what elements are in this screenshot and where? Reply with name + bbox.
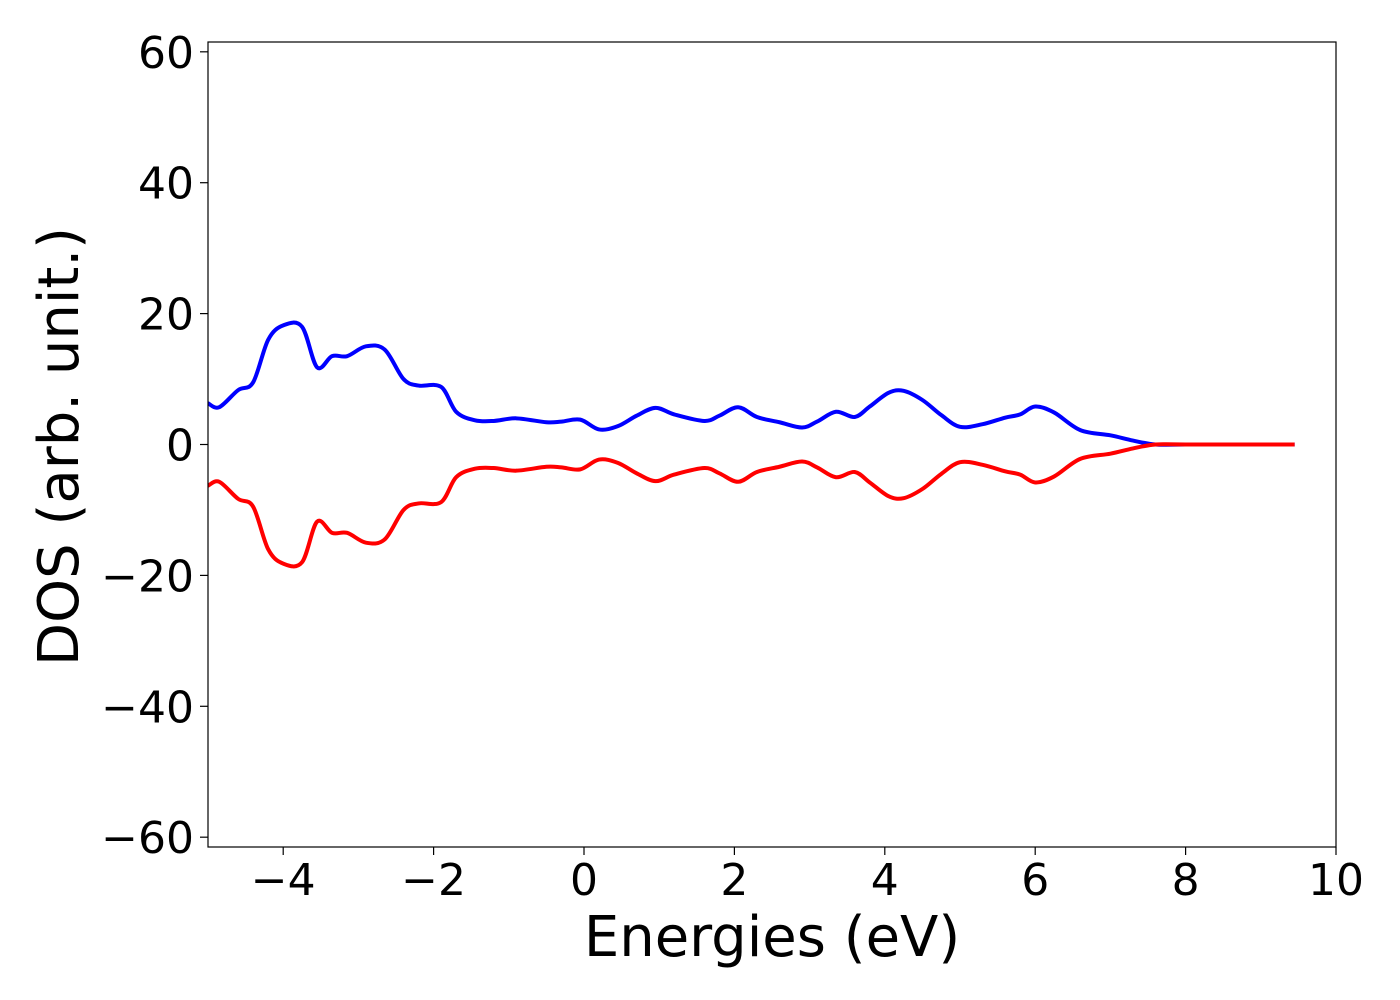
y-tick-label: 0 bbox=[166, 421, 194, 472]
x-tick-label: 8 bbox=[1172, 855, 1200, 906]
x-axis-ticks: −4 −2 0 2 4 6 8 10 bbox=[251, 847, 1364, 906]
y-axis-ticks: 60 40 20 0 −20 −40 −60 bbox=[101, 28, 208, 864]
x-tick-label: −2 bbox=[401, 855, 466, 906]
y-axis-label: DOS (arb. unit.) bbox=[27, 227, 92, 666]
y-tick-label: −60 bbox=[101, 813, 194, 864]
series-line-blue bbox=[207, 320, 1295, 447]
y-tick-label: 20 bbox=[138, 290, 194, 341]
y-tick-label: −20 bbox=[101, 551, 194, 602]
x-tick-label: 0 bbox=[570, 855, 598, 906]
series-line-red bbox=[207, 442, 1295, 569]
y-tick-label: 60 bbox=[138, 28, 194, 79]
y-tick-label: −40 bbox=[101, 682, 194, 733]
x-tick-label: 10 bbox=[1308, 855, 1364, 906]
x-tick-label: 4 bbox=[871, 855, 899, 906]
x-axis-label: Energies (eV) bbox=[584, 905, 960, 970]
y-tick-label: 40 bbox=[138, 159, 194, 210]
series-layer bbox=[207, 320, 1295, 569]
x-tick-label: 2 bbox=[720, 855, 748, 906]
x-tick-label: 6 bbox=[1021, 855, 1049, 906]
x-tick-label: −4 bbox=[251, 855, 316, 906]
